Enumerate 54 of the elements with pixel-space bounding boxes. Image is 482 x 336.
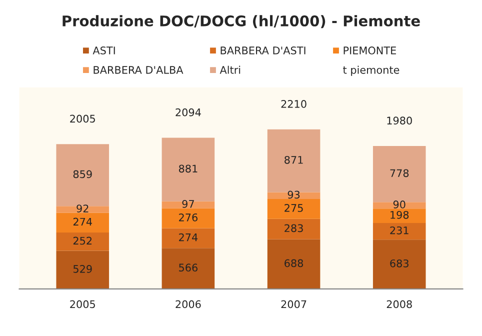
data-label: 683	[390, 259, 408, 268]
data-label: 252	[73, 236, 92, 245]
legend-label: BARBERA D'ASTI	[220, 46, 306, 54]
data-label: 274	[179, 233, 198, 242]
legend-label: BARBERA D'ALBA	[94, 66, 184, 74]
total-label: 2005	[70, 114, 95, 123]
chart-title: Produzione DOC/DOCG (hl/1000) - Piemonte	[62, 15, 420, 28]
bar	[372, 240, 426, 289]
bar	[372, 222, 426, 240]
data-label: 231	[390, 226, 408, 234]
text: t piemonte	[343, 66, 400, 76]
bar	[267, 129, 320, 192]
data-label: 90	[393, 200, 406, 208]
total-label: 1980	[387, 116, 412, 125]
data-label: 274	[73, 218, 92, 226]
bar	[162, 208, 215, 228]
bar	[372, 146, 426, 202]
total-label: 2210	[281, 100, 306, 108]
data-label: 275	[284, 204, 303, 212]
x-tick-label: 2008	[386, 300, 412, 308]
x-tick-label: 2005	[70, 300, 95, 308]
bar	[162, 138, 215, 202]
total-label: 2094	[176, 108, 201, 116]
bar	[372, 208, 426, 223]
bar	[162, 201, 215, 208]
bar	[267, 239, 320, 289]
data-label: 566	[179, 264, 198, 272]
bar	[162, 228, 215, 248]
data-label: 283	[284, 224, 303, 232]
data-label: 881	[178, 164, 198, 173]
data-label: 529	[73, 265, 92, 273]
data-label: 97	[182, 200, 194, 208]
x-tick-label: 2007	[281, 300, 306, 308]
legend-label: PIEMONTE	[344, 46, 396, 54]
data-label: 859	[73, 170, 92, 178]
bar	[267, 198, 320, 219]
data-label: 93	[288, 190, 300, 199]
x-tick-label: 2006	[176, 300, 201, 308]
data-label: 276	[179, 213, 198, 222]
bar	[372, 202, 426, 209]
data-label: 871	[284, 156, 303, 164]
bar	[56, 206, 110, 213]
bar	[56, 144, 110, 206]
data-label: 778	[390, 169, 409, 178]
data-label: 92	[76, 204, 88, 212]
data-label: 198	[390, 210, 409, 219]
legend-label: Altri	[220, 66, 240, 74]
bar	[267, 218, 320, 240]
bar	[162, 248, 215, 289]
bar	[56, 232, 110, 251]
bar	[56, 212, 110, 233]
legend-label: ASTI	[92, 46, 115, 54]
bar	[56, 250, 110, 289]
data-label: 688	[284, 259, 304, 268]
